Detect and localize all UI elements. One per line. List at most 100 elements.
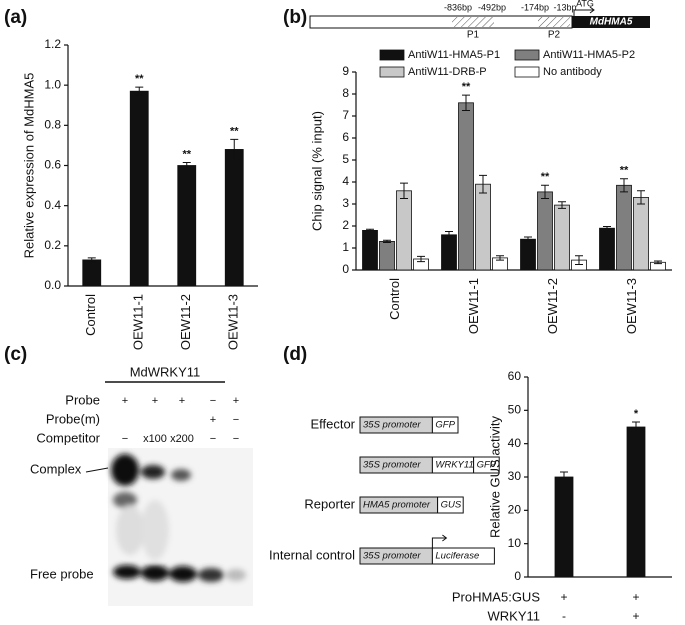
panel-label: (c)	[4, 344, 27, 365]
error-bar	[496, 255, 504, 261]
bar	[626, 426, 646, 578]
bar	[396, 190, 412, 271]
error-bar	[603, 225, 611, 231]
y-tick-label: 8	[342, 86, 349, 100]
y-tick-label: 1.0	[44, 77, 61, 91]
position-label: -174bp	[521, 2, 549, 12]
x-tick-label: OEW11-3	[226, 294, 241, 350]
error-bar	[400, 182, 408, 199]
significance: **	[462, 81, 471, 93]
condition-value: +	[560, 590, 567, 604]
error-bar	[575, 255, 583, 265]
panel-label: (a)	[4, 7, 27, 28]
error-bar	[637, 190, 645, 205]
y-tick-label: 0.8	[44, 118, 61, 132]
part-label: 35S promoter	[363, 551, 421, 562]
band-label: Complex	[30, 461, 82, 476]
x-tick-label: OEW11-2	[545, 278, 560, 334]
error-bar	[654, 260, 662, 265]
y-axis-label: Relative GUS activity	[487, 415, 502, 538]
gel-row-label: Competitor	[36, 430, 100, 445]
construct-label: Effector	[310, 416, 355, 431]
gel-bands	[111, 454, 246, 582]
error-bar	[445, 231, 453, 239]
bar	[554, 204, 570, 271]
y-tick-label: 6	[342, 130, 349, 144]
lane-symbol: +	[210, 414, 216, 426]
error-bar	[620, 178, 628, 193]
position-label: -13bp	[553, 2, 576, 12]
y-tick-label: 0.2	[44, 238, 61, 252]
error-bar	[479, 174, 487, 194]
error-bar	[182, 161, 191, 170]
lane-symbol: +	[152, 395, 158, 407]
y-tick-label: 0	[514, 569, 521, 583]
bar	[441, 234, 457, 271]
x-tick-label: Control	[387, 278, 402, 320]
x-tick-label: OEW11-2	[178, 294, 193, 350]
part-label: 35S promoter	[363, 420, 421, 431]
y-tick-label: 4	[342, 174, 349, 188]
y-tick-label: 5	[342, 152, 349, 166]
lane-symbol: +	[179, 395, 185, 407]
condition-value: -	[562, 609, 566, 623]
bar	[362, 229, 378, 271]
y-tick-label: 3	[342, 196, 349, 210]
bar	[458, 102, 474, 271]
construct-part	[431, 416, 459, 434]
part-label: GFP	[477, 460, 497, 471]
error-bar	[135, 86, 144, 96]
x-tick-label: Control	[83, 294, 98, 336]
construct-part	[431, 547, 495, 565]
region-p1	[452, 17, 494, 27]
significance: **	[541, 171, 550, 183]
construct-label: Reporter	[304, 496, 355, 511]
panel-label: (b)	[283, 7, 307, 28]
error-bar	[417, 255, 425, 263]
region-label: P2	[548, 30, 561, 41]
x-tick-label: OEW11-3	[624, 278, 639, 334]
bar	[616, 184, 632, 271]
part-label: GFP	[435, 420, 455, 431]
error-bar	[230, 138, 239, 160]
bar	[379, 240, 395, 271]
legend-label: AntiW11-HMA5-P2	[543, 49, 635, 61]
y-tick-label: 30	[508, 469, 522, 483]
y-tick-label: 0.0	[44, 278, 61, 292]
y-tick-label: 2	[342, 218, 349, 232]
panel-label: (d)	[283, 344, 307, 365]
lane-symbol: −	[210, 395, 216, 407]
gel-row-label: Probe(m)	[46, 411, 100, 426]
y-tick-label: 10	[508, 536, 522, 550]
y-tick-label: 20	[508, 503, 522, 517]
bar	[224, 149, 244, 287]
error-bar	[632, 421, 640, 433]
error-bar	[560, 471, 568, 483]
y-tick-label: 0.4	[44, 198, 61, 212]
condition-value: +	[632, 590, 639, 604]
bar	[554, 476, 574, 578]
significance: **	[135, 73, 144, 85]
construct-part	[437, 496, 464, 514]
lane-symbol: +	[233, 395, 239, 407]
lane-symbol: +	[122, 395, 128, 407]
lane-symbol: −	[210, 433, 216, 445]
y-tick-label: 1.2	[44, 37, 61, 51]
bar	[537, 191, 553, 271]
y-tick-label: 60	[508, 369, 522, 383]
condition-label: WRKY11	[488, 608, 541, 623]
start-label: ATG	[576, 0, 594, 8]
error-bar	[366, 228, 374, 232]
construct-part	[473, 456, 500, 474]
y-tick-label: 50	[508, 403, 522, 417]
y-tick-label: 0.6	[44, 158, 61, 172]
lane-symbol: x100	[143, 433, 167, 445]
error-bar	[524, 236, 532, 242]
legend-label: AntiW11-DRB-P	[408, 66, 487, 78]
legend-swatch	[379, 49, 405, 61]
condition-label: ProHMA5:GUS	[452, 589, 540, 604]
band-arrow	[85, 467, 109, 473]
y-tick-label: 1	[342, 240, 349, 254]
tss-arrow	[431, 534, 448, 548]
